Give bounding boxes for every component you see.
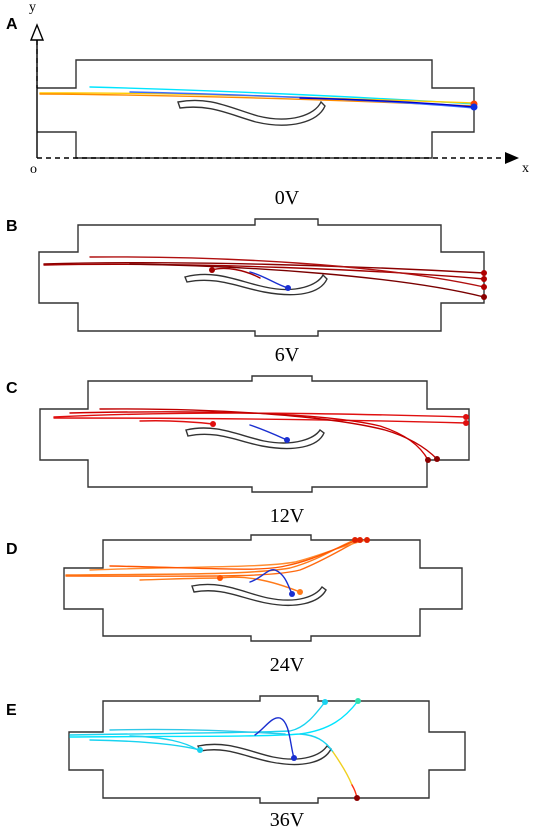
- panel-e: [68, 695, 466, 804]
- trajectory-e-2: [69, 700, 359, 738]
- trajectory-d-6: [219, 576, 301, 593]
- voltage-label-c: 12V: [269, 505, 305, 527]
- trajectory-c-1: [53, 412, 467, 418]
- origin-label: o: [30, 162, 37, 177]
- particle-d-trapped: [289, 591, 295, 597]
- particle-a-2: [470, 103, 478, 111]
- panel-label-e: E: [6, 702, 17, 719]
- voltage-label-a: 0V: [274, 187, 300, 209]
- particle-e-3: [197, 747, 203, 753]
- channel-outline-e: [68, 695, 466, 804]
- particle-d-3: [364, 537, 370, 543]
- trajectory-b-1: [43, 262, 485, 274]
- particle-c-2: [463, 420, 469, 426]
- particle-c-1: [463, 414, 469, 420]
- particle-b-1: [481, 270, 487, 276]
- trajectory-e-1: [69, 701, 326, 736]
- trajectory-b-trapped: [249, 271, 289, 289]
- voltage-label-e: 36V: [269, 809, 305, 831]
- panel-label-d: D: [6, 541, 18, 558]
- panel-label-b: B: [6, 218, 18, 235]
- panel-c: [39, 375, 470, 493]
- panel-b: [38, 218, 487, 337]
- particle-b-4: [481, 294, 487, 300]
- trajectory-b-4: [129, 263, 485, 298]
- trajectory-e-6: [299, 733, 334, 753]
- particle-e-1: [322, 699, 328, 705]
- trajectory-d-3: [89, 539, 368, 571]
- trajectory-c-trapped: [249, 424, 288, 441]
- trajectory-c-2: [53, 417, 467, 424]
- trajectory-d-2: [65, 539, 361, 577]
- channel-outline-d: [63, 534, 463, 642]
- trajectory-e-trapped: [254, 717, 295, 759]
- particle-e-2: [355, 698, 361, 704]
- particle-c-5: [210, 421, 216, 427]
- trajectory-d-4: [109, 539, 359, 570]
- voltage-label-d: 24V: [269, 654, 305, 676]
- trajectory-c-4: [99, 408, 438, 460]
- particle-d-4: [217, 575, 223, 581]
- x-axis-label: x: [522, 161, 529, 176]
- panel-label-a: A: [6, 16, 18, 33]
- channel-outline-c: [39, 375, 470, 493]
- trajectory-e-3: [109, 728, 286, 735]
- trajectory-e-7: [332, 751, 353, 786]
- particle-e-trapped: [291, 755, 297, 761]
- y-axis-arrow-icon: [29, 23, 45, 41]
- panel-d: [63, 534, 463, 642]
- trajectory-d-5: [139, 577, 221, 581]
- obstacle-e: [197, 743, 332, 766]
- panel-a: [29, 23, 519, 164]
- particle-b-5: [209, 267, 215, 273]
- particle-c-trapped: [284, 437, 290, 443]
- trajectory-b-2: [43, 263, 485, 280]
- particle-b-trapped: [285, 285, 291, 291]
- channel-outline-b: [38, 218, 485, 337]
- particle-c-3: [425, 457, 431, 463]
- channel-outline-a: [37, 59, 475, 159]
- particle-e-4: [354, 795, 360, 801]
- y-axis-label: y: [29, 0, 36, 15]
- trajectory-e-4: [89, 739, 201, 751]
- obstacle-c: [185, 427, 325, 450]
- particle-b-3: [481, 284, 487, 290]
- particle-b-2: [481, 276, 487, 282]
- x-axis-arrow-icon: [505, 152, 519, 164]
- particle-d-1: [352, 537, 358, 543]
- trajectory-b-5: [211, 267, 261, 279]
- trajectory-c-5: [139, 420, 214, 425]
- voltage-label-b: 6V: [274, 344, 300, 366]
- obstacle-a: [177, 99, 326, 126]
- obstacle-b: [184, 273, 328, 296]
- trajectory-a-5: [299, 97, 475, 108]
- particle-d-5: [297, 589, 303, 595]
- particle-d-2: [357, 537, 363, 543]
- panel-label-c: C: [6, 380, 18, 397]
- trajectory-b-3: [89, 256, 485, 288]
- obstacle-d: [191, 583, 327, 606]
- trajectory-e-5: [129, 735, 199, 751]
- trajectory-d-trapped: [249, 569, 293, 595]
- particle-c-4: [434, 456, 440, 462]
